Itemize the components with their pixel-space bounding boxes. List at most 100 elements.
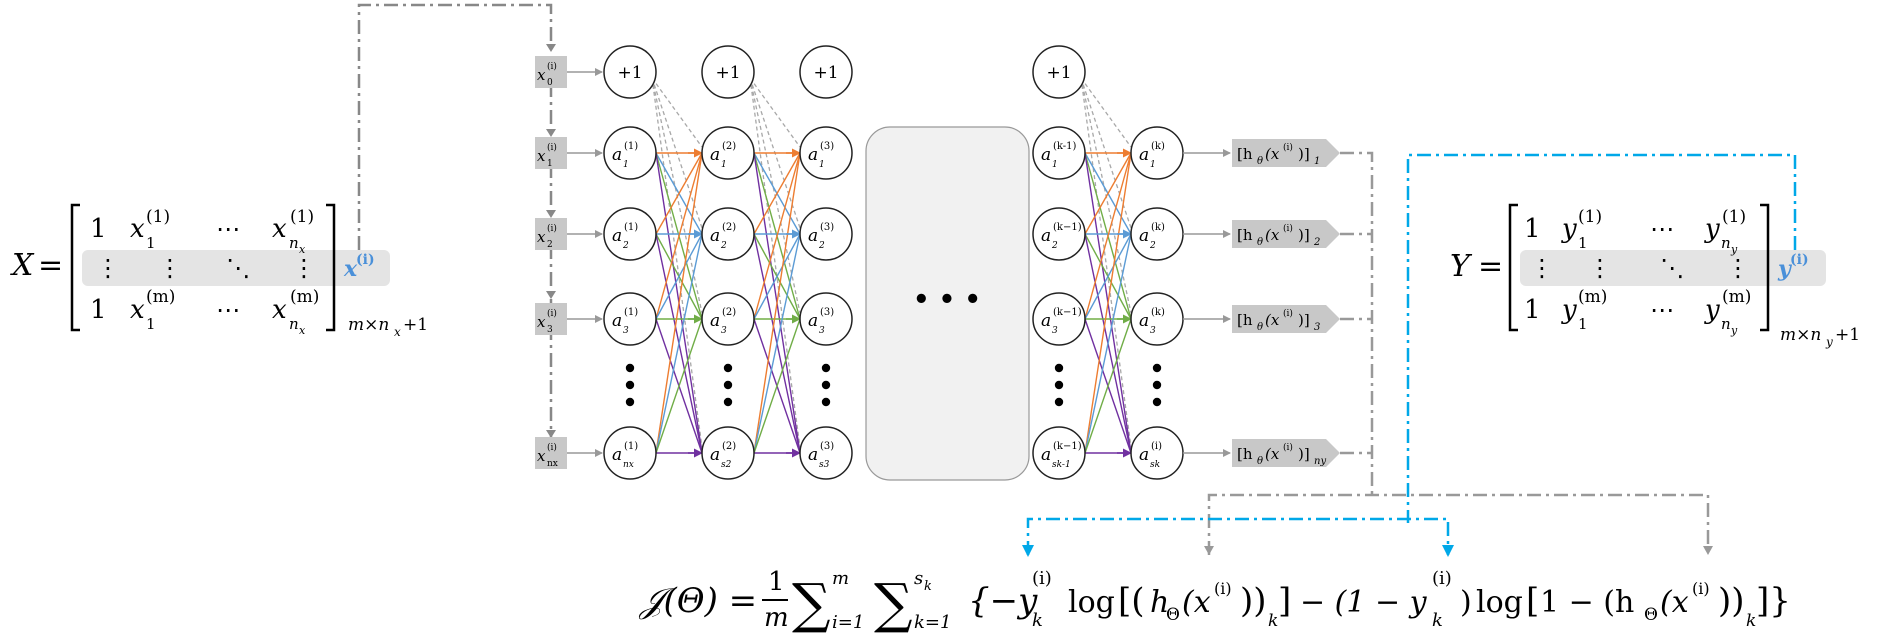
neuron-base: a <box>710 145 720 165</box>
neuron-l3-u0: a (k-1) 1 <box>1032 126 1086 180</box>
input-node-0: x 0 (i) <box>535 56 603 88</box>
output-1: [h θ (x (i))] 2 <box>1183 220 1340 248</box>
matrix-x-r3-c1: 1 <box>90 295 107 325</box>
neuron-sub: 2 <box>622 241 629 251</box>
bias-edge <box>651 77 703 148</box>
neuron-circle <box>799 426 853 480</box>
neuron-base: a <box>710 445 720 465</box>
matrix-y-r3-c2: y <box>1561 295 1577 325</box>
bias-edge <box>1080 77 1132 448</box>
matrix-x-r1-c2-sub: 1 <box>146 234 156 252</box>
neuron-layers: +1a (1)1a (1)2a (1)3a (1)nx+1a (2)1a (2)2a (2)3… <box>603 45 1184 480</box>
output-sub: 2 <box>1313 237 1320 248</box>
neuron-base: a <box>612 226 622 246</box>
input-vertical-arrowheads <box>546 129 556 438</box>
matrix-y-r1-c1: 1 <box>1524 214 1541 244</box>
matrix-x-r2-c2: ⋮ <box>158 254 182 282</box>
neuron-sub: sk-1 <box>1052 460 1071 470</box>
neuron-sub: 3 <box>721 326 727 336</box>
matrix-x-r3-c2-sup: (m) <box>146 287 175 307</box>
input-base: x <box>537 147 546 165</box>
weight-edge <box>655 152 703 454</box>
formula-x1-sup: (i) <box>1214 579 1232 598</box>
matrix-x-r1-c2: x <box>130 214 145 244</box>
matrix-x-r2-c4: ⋮ <box>292 254 316 282</box>
neuron-l3-u2: a (k−1) 3 <box>1032 292 1086 346</box>
bias-edge <box>749 77 801 314</box>
output-h: [h <box>1237 445 1253 463</box>
output-h: [h <box>1237 226 1253 244</box>
input-base: x <box>537 66 546 84</box>
matrix-y-equals: = <box>1478 249 1503 284</box>
weight-edge <box>655 233 703 320</box>
neuron-base: a <box>808 226 818 246</box>
output-close: )] <box>1298 311 1310 329</box>
neuron-circle <box>603 292 657 346</box>
formula-sum2-top: s <box>914 568 923 589</box>
formula-y2-sub: k <box>1432 610 1443 631</box>
neuron-sup: (1) <box>624 222 638 233</box>
matrix-y-r1-c4-sup: (1) <box>1722 207 1746 227</box>
formula-lhs: 𝒥(Θ) = <box>638 581 757 621</box>
neuron-sup: (2) <box>722 222 736 233</box>
neuron-sup: (k−1) <box>1053 307 1082 318</box>
neuron-base: a <box>808 311 818 331</box>
matrix-x-left-bracket <box>70 203 80 332</box>
formula-k1: k <box>1268 611 1278 631</box>
bias-label: +1 <box>813 63 838 83</box>
network-edges <box>651 77 1132 458</box>
matrix-y-row-label-sup: (i) <box>1790 252 1809 268</box>
vertical-ellipsis-dots <box>625 363 1162 407</box>
vdot <box>1054 397 1064 407</box>
neuron-l2-u3: a (3) s3 <box>799 426 853 480</box>
neuron-base: a <box>1139 226 1149 246</box>
output-2: [h θ (x (i))] 3 <box>1183 305 1340 333</box>
output-box <box>1232 305 1340 333</box>
neuron-sup: (k−1) <box>1053 441 1082 452</box>
matrix-x-r1-c4-subsub: x <box>299 243 306 256</box>
neuron-base: a <box>1139 145 1149 165</box>
weight-edge <box>655 152 703 320</box>
matrix-y-r2-c1: ⋮ <box>1530 254 1554 282</box>
formula-close1: )) <box>1240 581 1267 621</box>
output-arg: (x <box>1265 226 1280 244</box>
formula-sum2-top-sub: k <box>924 579 932 594</box>
input-sub: 2 <box>547 240 553 250</box>
y-to-formula-connector <box>1406 153 1797 523</box>
vdot <box>1054 380 1064 390</box>
neuron-sub: nx <box>623 460 634 470</box>
bias-circle <box>603 45 657 99</box>
neuron-l3-u3: a (k−1) sk-1 <box>1032 426 1086 480</box>
matrix-y-r1-c2-sup: (1) <box>1578 207 1602 227</box>
formula-x2-sup: (i) <box>1692 579 1710 598</box>
formula-h1-theta: Θ <box>1166 605 1180 625</box>
input-node-1: x 1 (i) <box>535 137 603 169</box>
neuron-sub: s3 <box>819 460 830 470</box>
matrix-x-r3-c4-sup: (m) <box>290 287 319 307</box>
neuron-sup: (1) <box>624 441 638 452</box>
neuron-sup: (1) <box>624 307 638 318</box>
matrix-x-r1-c4-sub: n <box>289 234 299 252</box>
formula-close2: )) <box>1718 581 1745 621</box>
output-sup: (i) <box>1283 223 1293 234</box>
x-connector-arrowhead <box>546 44 556 52</box>
neuron-circle <box>701 126 755 180</box>
matrix-y-r3-c4: y <box>1704 295 1720 325</box>
neuron-sub: 3 <box>1052 326 1058 336</box>
matrix-y-r1-c2-sub: 1 <box>1578 234 1588 252</box>
formula-bracket-close2: ]} <box>1756 581 1791 621</box>
neuron-l4-u2: a (k) 3 <box>1130 292 1184 346</box>
neuron-l2-u2: a (3) 3 <box>799 292 853 346</box>
weight-edge <box>1084 318 1132 454</box>
neuron-sup: (k) <box>1151 141 1165 152</box>
neuron-sup: (2) <box>722 441 736 452</box>
bias-circle <box>1032 45 1086 99</box>
neuron-sup: (3) <box>820 441 834 452</box>
matrix-y-dim-tail: +1 <box>1835 325 1860 345</box>
matrix-y-r1-c4-subsub: y <box>1730 243 1738 256</box>
h-to-formula-connector <box>1207 493 1710 555</box>
input-base: x <box>537 228 546 246</box>
neuron-circle <box>799 292 853 346</box>
output-close: )] <box>1298 445 1310 463</box>
formula-frac-den: m <box>764 603 789 633</box>
